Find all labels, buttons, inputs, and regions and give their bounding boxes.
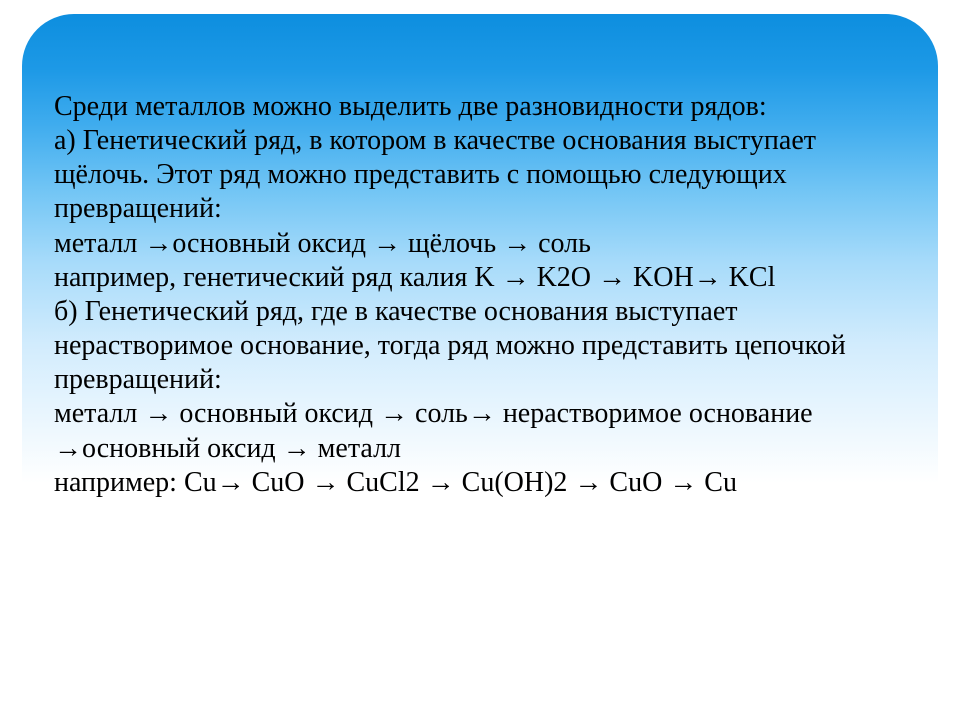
text-line: металл → основный оксид → соль→ нераство… [54,397,906,465]
slide-card: Среди металлов можно выделить две разнов… [22,14,938,704]
slide-text-block: Среди металлов можно выделить две разнов… [54,90,906,500]
text-line: например, генетический ряд калия K → K2O… [54,261,906,295]
text-line: а) Генетический ряд, в котором в качеств… [54,124,906,226]
text-line: металл →основный оксид → щёлочь → соль [54,227,906,261]
text-line: например: Cu→ CuO → CuCl2 → Cu(OH)2 → Cu… [54,466,906,500]
text-line: Среди металлов можно выделить две разнов… [54,90,906,124]
text-line: б) Генетический ряд, где в качестве осно… [54,295,906,397]
